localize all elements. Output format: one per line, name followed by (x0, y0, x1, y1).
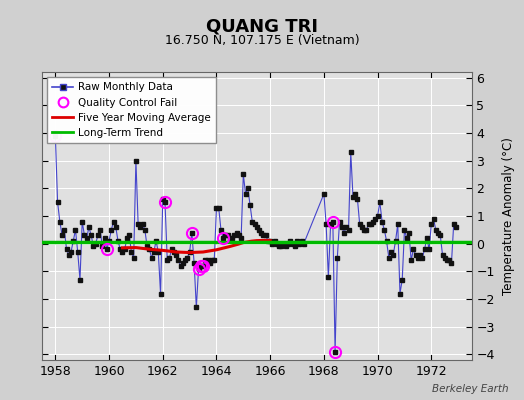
Y-axis label: Temperature Anomaly (°C): Temperature Anomaly (°C) (502, 137, 515, 295)
Legend: Raw Monthly Data, Quality Control Fail, Five Year Moving Average, Long-Term Tren: Raw Monthly Data, Quality Control Fail, … (47, 77, 216, 143)
Text: 16.750 N, 107.175 E (Vietnam): 16.750 N, 107.175 E (Vietnam) (165, 34, 359, 47)
Text: QUANG TRI: QUANG TRI (206, 18, 318, 36)
Text: Berkeley Earth: Berkeley Earth (432, 384, 508, 394)
